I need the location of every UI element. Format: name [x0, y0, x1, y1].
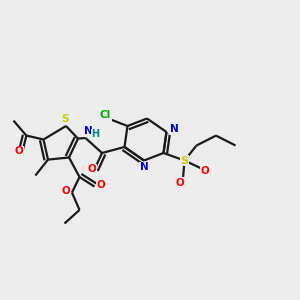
Text: N: N: [169, 124, 178, 134]
Text: O: O: [176, 178, 184, 188]
Text: N: N: [140, 162, 148, 172]
Text: O: O: [14, 146, 23, 157]
Text: O: O: [61, 186, 70, 196]
Text: N: N: [83, 126, 92, 136]
Text: O: O: [88, 164, 97, 175]
Text: O: O: [96, 180, 105, 190]
Text: H: H: [91, 129, 99, 140]
Text: O: O: [200, 166, 209, 176]
Text: Cl: Cl: [100, 110, 111, 121]
Text: S: S: [181, 155, 188, 166]
Text: S: S: [61, 113, 68, 124]
